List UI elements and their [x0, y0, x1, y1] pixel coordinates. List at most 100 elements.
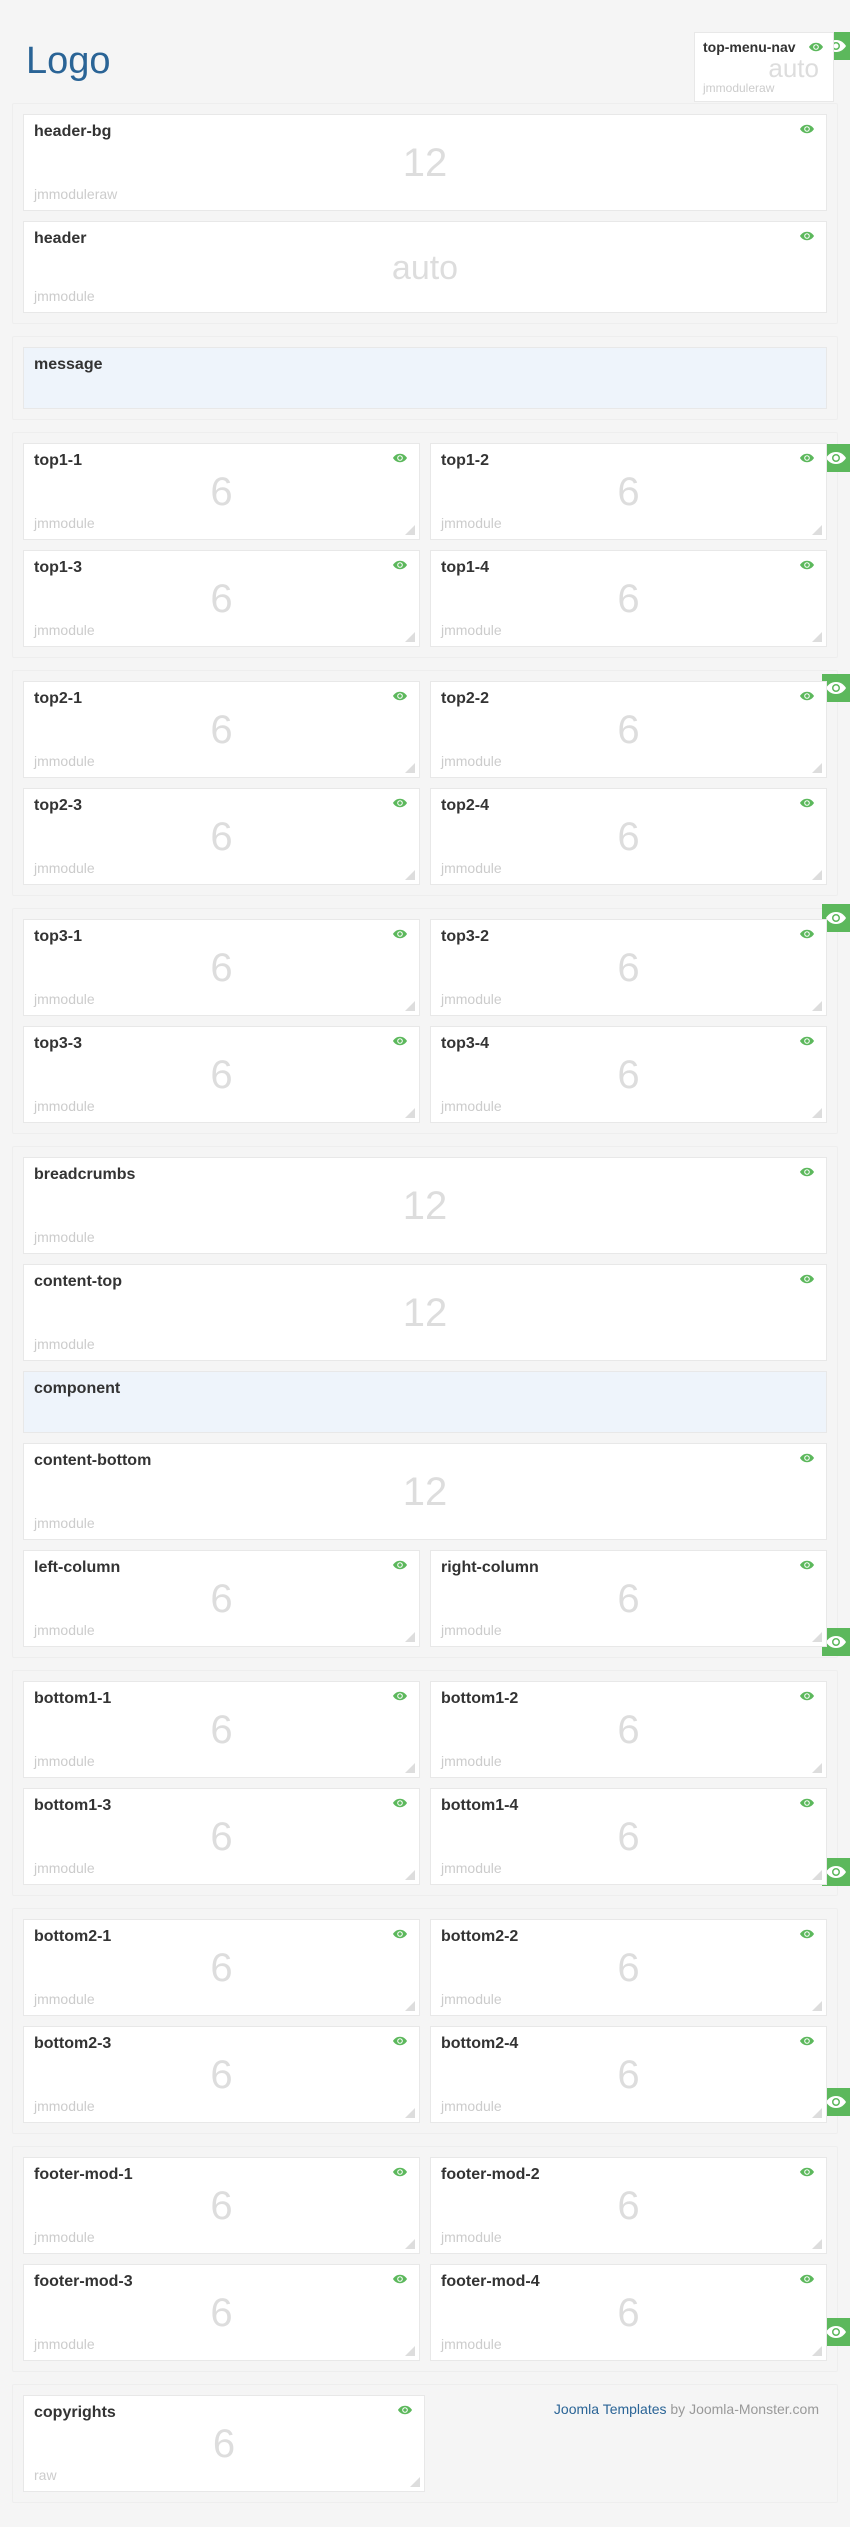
resize-handle[interactable] [812, 525, 822, 535]
eye-icon[interactable] [389, 688, 411, 702]
top2-1-block[interactable]: top2-16jmmodule [23, 681, 420, 778]
resize-handle[interactable] [812, 632, 822, 642]
eye-icon[interactable] [389, 2033, 411, 2047]
resize-handle[interactable] [812, 870, 822, 880]
content-top-block[interactable]: content-top 12 jmmodule [23, 1264, 827, 1361]
resize-handle[interactable] [405, 2001, 415, 2011]
eye-icon[interactable] [796, 121, 818, 135]
bottom2-3-block[interactable]: bottom2-36jmmodule [23, 2026, 420, 2123]
resize-handle[interactable] [410, 2477, 420, 2487]
eye-icon[interactable] [389, 926, 411, 940]
eye-icon[interactable] [796, 1033, 818, 1047]
eye-icon[interactable] [796, 1557, 818, 1571]
eye-icon[interactable] [796, 2164, 818, 2178]
eye-icon[interactable] [796, 1164, 818, 1178]
block-tag: jmmodule [441, 515, 816, 531]
eye-icon[interactable] [394, 2402, 416, 2416]
resize-handle[interactable] [812, 2239, 822, 2249]
footer-mod-2-block[interactable]: footer-mod-26jmmodule [430, 2157, 827, 2254]
bottom2-4-block[interactable]: bottom2-46jmmodule [430, 2026, 827, 2123]
resize-handle[interactable] [812, 1001, 822, 1011]
eye-icon[interactable] [796, 795, 818, 809]
eye-icon[interactable] [389, 795, 411, 809]
eye-icon[interactable] [389, 1688, 411, 1702]
resize-handle[interactable] [405, 1108, 415, 1118]
footer-mod-3-block[interactable]: footer-mod-36jmmodule [23, 2264, 420, 2361]
block-width: 6 [441, 1053, 816, 1098]
eye-icon[interactable] [389, 450, 411, 464]
breadcrumbs-block[interactable]: breadcrumbs 12 jmmodule [23, 1157, 827, 1254]
top1-4-block[interactable]: top1-46jmmodule [430, 550, 827, 647]
content-bottom-block[interactable]: content-bottom 12 jmmodule [23, 1443, 827, 1540]
resize-handle[interactable] [405, 1870, 415, 1880]
right-column-block[interactable]: right-column 6 jmmodule [430, 1550, 827, 1647]
resize-handle[interactable] [405, 870, 415, 880]
bottom1-4-block[interactable]: bottom1-46jmmodule [430, 1788, 827, 1885]
eye-icon[interactable] [796, 926, 818, 940]
eye-icon[interactable] [796, 557, 818, 571]
top3-1-block[interactable]: top3-16jmmodule [23, 919, 420, 1016]
joomla-templates-link[interactable]: Joomla Templates [554, 2401, 667, 2417]
resize-handle[interactable] [405, 2108, 415, 2118]
eye-icon[interactable] [389, 557, 411, 571]
top3-4-block[interactable]: top3-46jmmodule [430, 1026, 827, 1123]
bottom2-1-block[interactable]: bottom2-16jmmodule [23, 1919, 420, 2016]
resize-handle[interactable] [812, 2108, 822, 2118]
eye-icon[interactable] [389, 2271, 411, 2285]
resize-handle[interactable] [405, 1632, 415, 1642]
eye-icon[interactable] [796, 2033, 818, 2047]
message-block: message [23, 347, 827, 409]
eye-icon[interactable] [796, 2271, 818, 2285]
eye-icon[interactable] [796, 1926, 818, 1940]
eye-icon[interactable] [796, 1795, 818, 1809]
top3-3-block[interactable]: top3-36jmmodule [23, 1026, 420, 1123]
top1-2-block[interactable]: top1-26jmmodule [430, 443, 827, 540]
top2-section: top2-16jmmoduletop2-26jmmoduletop2-36jmm… [12, 670, 838, 896]
eye-icon[interactable] [796, 1688, 818, 1702]
top2-4-block[interactable]: top2-46jmmodule [430, 788, 827, 885]
eye-icon[interactable] [796, 228, 818, 242]
resize-handle[interactable] [812, 2346, 822, 2356]
top-menu-nav-block[interactable]: top-menu-nav auto jmmoduleraw [694, 32, 834, 102]
block-title: bottom1-1 [34, 1690, 409, 1708]
eye-icon[interactable] [389, 1033, 411, 1047]
resize-handle[interactable] [405, 1001, 415, 1011]
footer-mod-1-block[interactable]: footer-mod-16jmmodule [23, 2157, 420, 2254]
header-bg-block[interactable]: header-bg 12 jmmoduleraw [23, 114, 827, 211]
top3-2-block[interactable]: top3-26jmmodule [430, 919, 827, 1016]
eye-icon[interactable] [796, 1271, 818, 1285]
left-column-block[interactable]: left-column 6 jmmodule [23, 1550, 420, 1647]
block-width: 12 [34, 1470, 816, 1515]
resize-handle[interactable] [405, 763, 415, 773]
eye-icon[interactable] [805, 39, 827, 59]
resize-handle[interactable] [812, 1108, 822, 1118]
eye-icon[interactable] [389, 2164, 411, 2178]
eye-icon[interactable] [796, 688, 818, 702]
resize-handle[interactable] [812, 2001, 822, 2011]
resize-handle[interactable] [812, 1632, 822, 1642]
top2-3-block[interactable]: top2-36jmmodule [23, 788, 420, 885]
eye-icon[interactable] [389, 1557, 411, 1571]
resize-handle[interactable] [405, 525, 415, 535]
bottom1-1-block[interactable]: bottom1-16jmmodule [23, 1681, 420, 1778]
resize-handle[interactable] [812, 1763, 822, 1773]
eye-icon[interactable] [389, 1926, 411, 1940]
eye-icon[interactable] [389, 1795, 411, 1809]
eye-icon[interactable] [796, 1450, 818, 1464]
top1-3-block[interactable]: top1-36jmmodule [23, 550, 420, 647]
header-block[interactable]: header auto jmmodule [23, 221, 827, 313]
bottom1-3-block[interactable]: bottom1-36jmmodule [23, 1788, 420, 1885]
resize-handle[interactable] [405, 632, 415, 642]
resize-handle[interactable] [405, 1763, 415, 1773]
resize-handle[interactable] [405, 2239, 415, 2249]
resize-handle[interactable] [812, 1870, 822, 1880]
resize-handle[interactable] [405, 2346, 415, 2356]
top1-1-block[interactable]: top1-16jmmodule [23, 443, 420, 540]
footer-mod-4-block[interactable]: footer-mod-46jmmodule [430, 2264, 827, 2361]
resize-handle[interactable] [812, 763, 822, 773]
block-tag: jmmodule [441, 1860, 816, 1876]
eye-icon[interactable] [796, 450, 818, 464]
bottom1-2-block[interactable]: bottom1-26jmmodule [430, 1681, 827, 1778]
bottom2-2-block[interactable]: bottom2-26jmmodule [430, 1919, 827, 2016]
top2-2-block[interactable]: top2-26jmmodule [430, 681, 827, 778]
